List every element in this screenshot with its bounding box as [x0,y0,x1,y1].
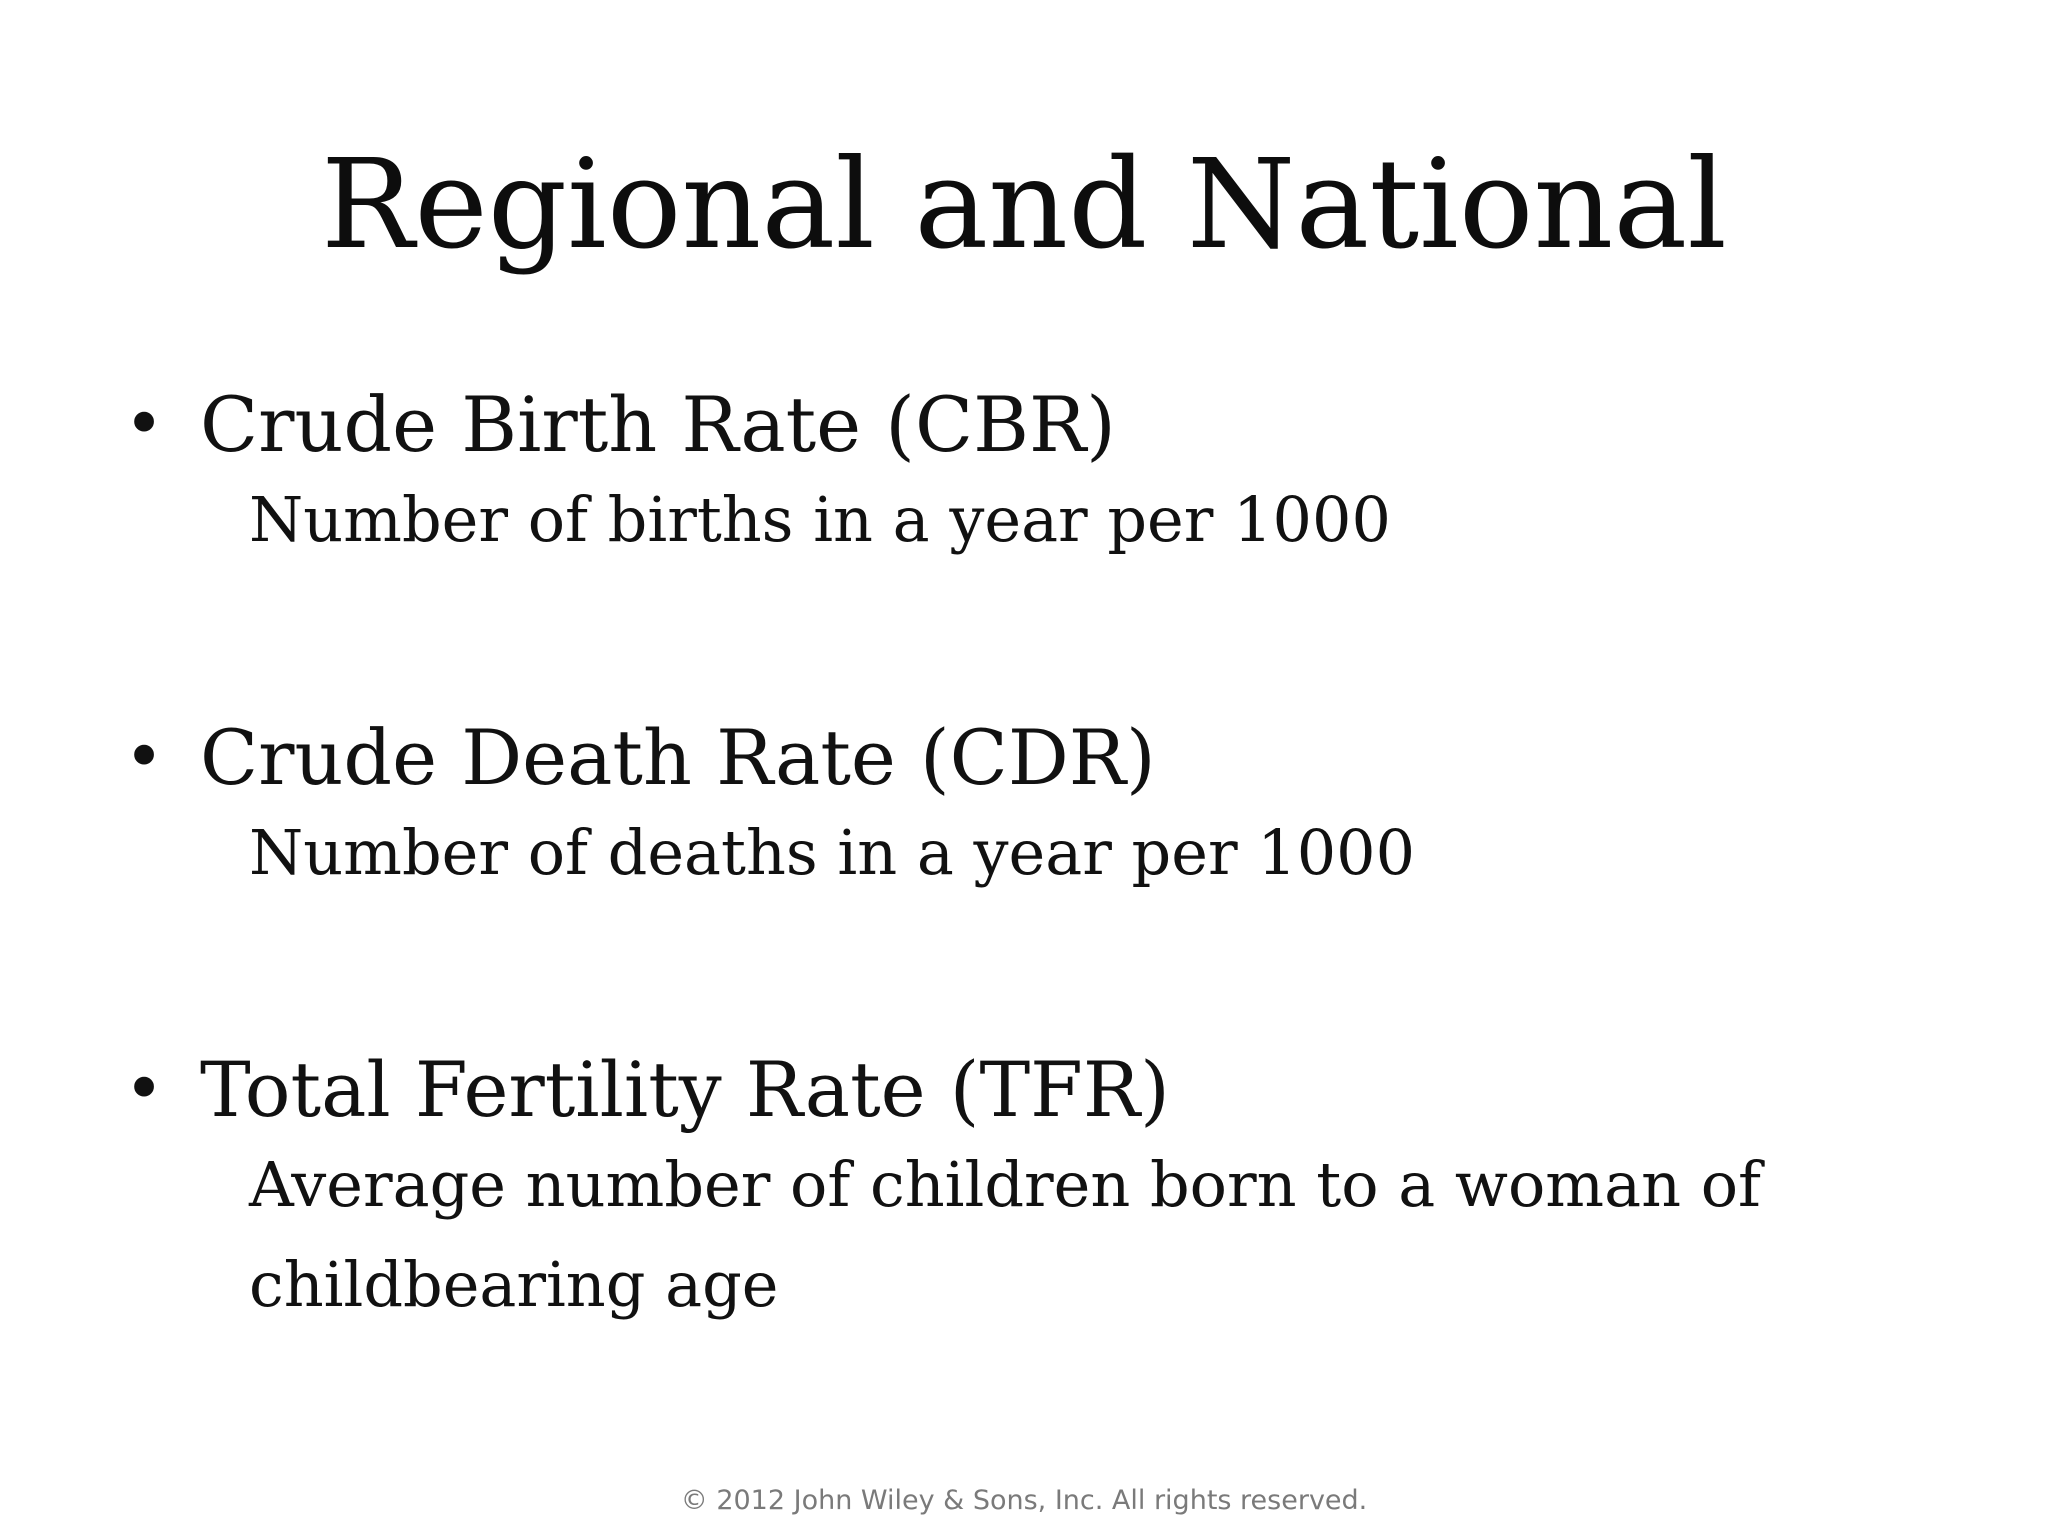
copyright-footer: © 2012 John Wiley & Sons, Inc. All right… [680,1485,1368,1516]
bullet-heading-tfr: Total Fertility Rate (TFR) [200,1045,1170,1134]
bullet-marker: • [124,718,165,797]
slide-title: Regional and National [321,133,1727,277]
bullet-marker: • [124,1050,165,1129]
bullet-marker: • [124,385,165,464]
bullet-detail-tfr: Average number of children born to a wom… [249,1148,1761,1321]
bullet-detail-cdr: Number of deaths in a year per 1000 [249,816,1416,889]
bullet-detail-cbr: Number of births in a year per 1000 [249,483,1391,556]
bullet-heading-cdr: Crude Death Rate (CDR) [200,713,1156,802]
bullet-heading-cbr: Crude Birth Rate (CBR) [200,380,1116,469]
